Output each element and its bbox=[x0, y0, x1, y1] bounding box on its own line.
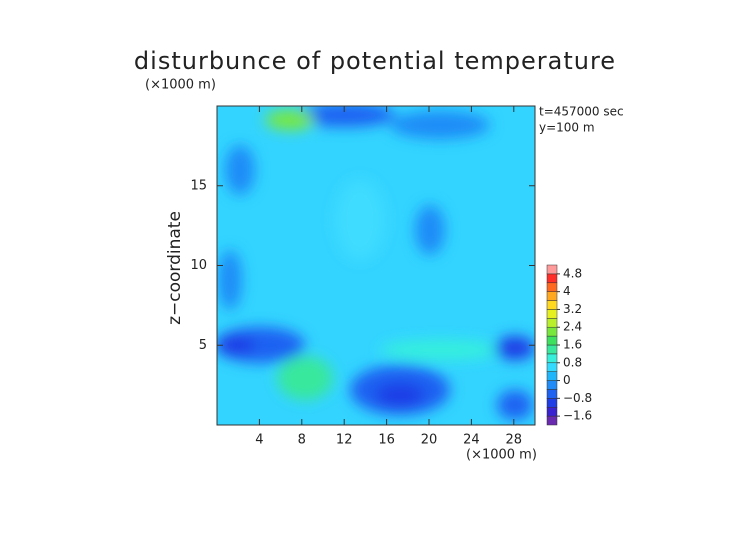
x-tick-label: 28 bbox=[506, 433, 523, 448]
colorbar-label: 0 bbox=[563, 373, 571, 387]
colorbar-band bbox=[546, 371, 558, 381]
colorbar-band bbox=[546, 326, 558, 337]
field-patch bbox=[390, 111, 490, 139]
field-patch bbox=[295, 106, 395, 127]
field-patch bbox=[497, 390, 533, 420]
colorbar-label: 3.2 bbox=[563, 302, 582, 316]
colorbar-band bbox=[546, 309, 558, 319]
colorbar-label: 4 bbox=[563, 284, 571, 298]
axes: 4 8 12 16 20 24 28 5 10 15 −1.6 −0.8 0 0.8 1.6 2.4 3.2 4 4… bbox=[190, 106, 592, 448]
field-patch bbox=[277, 356, 333, 400]
y-tick-label: 15 bbox=[190, 178, 207, 193]
colorbar-band bbox=[546, 264, 558, 275]
colorbar-band bbox=[546, 282, 558, 292]
colorbar-band bbox=[546, 353, 558, 364]
colorbar-band bbox=[546, 318, 558, 328]
colorbar-label: 2.4 bbox=[563, 320, 582, 334]
colorbar-band bbox=[546, 291, 558, 301]
y-unit-label: (×1000 m) bbox=[145, 78, 216, 93]
x-tick-label: 4 bbox=[255, 433, 263, 448]
x-unit-label: (×1000 m) bbox=[466, 448, 537, 463]
field-patch bbox=[335, 180, 385, 260]
colorbar-band bbox=[546, 406, 558, 417]
colorbar-label: −1.6 bbox=[563, 409, 592, 423]
x-tick-label: 24 bbox=[463, 433, 480, 448]
x-tick-label: 8 bbox=[298, 433, 306, 448]
y-tick-label: 10 bbox=[190, 258, 207, 273]
field-patch bbox=[265, 110, 315, 130]
field-patch bbox=[380, 340, 500, 360]
field-patch bbox=[218, 250, 242, 310]
y-tick-label: 5 bbox=[199, 338, 207, 353]
annotation: t=457000 sec bbox=[539, 105, 624, 119]
colorbar-band bbox=[546, 344, 558, 355]
field-patch bbox=[225, 145, 255, 195]
colorbar-band bbox=[546, 389, 558, 399]
colorbar-band bbox=[546, 300, 558, 310]
colorbar-band bbox=[546, 273, 558, 284]
annotation: y=100 m bbox=[539, 121, 595, 135]
colorbar-band bbox=[546, 380, 558, 390]
chart-title: disturbunce of potential temperature bbox=[134, 47, 616, 75]
colorbar-band bbox=[546, 362, 558, 372]
colorbar-band bbox=[546, 415, 558, 426]
colorbar-label: −0.8 bbox=[563, 391, 592, 405]
y-axis-label: z−coordinate bbox=[165, 211, 185, 325]
x-tick-label: 20 bbox=[421, 433, 438, 448]
field bbox=[217, 106, 535, 425]
x-tick-label: 16 bbox=[378, 433, 395, 448]
colorbar-label: 0.8 bbox=[563, 355, 582, 369]
field-patch bbox=[375, 383, 425, 407]
field-patch bbox=[217, 335, 255, 355]
colorbar-label: 4.8 bbox=[563, 266, 582, 280]
x-tick-label: 12 bbox=[336, 433, 353, 448]
field-patch bbox=[415, 205, 445, 255]
field-patches bbox=[217, 106, 535, 420]
colorbar-label: 1.6 bbox=[563, 338, 582, 352]
colorbar-band bbox=[546, 398, 558, 408]
colorbar-band bbox=[546, 335, 558, 346]
field-patch bbox=[495, 336, 535, 360]
